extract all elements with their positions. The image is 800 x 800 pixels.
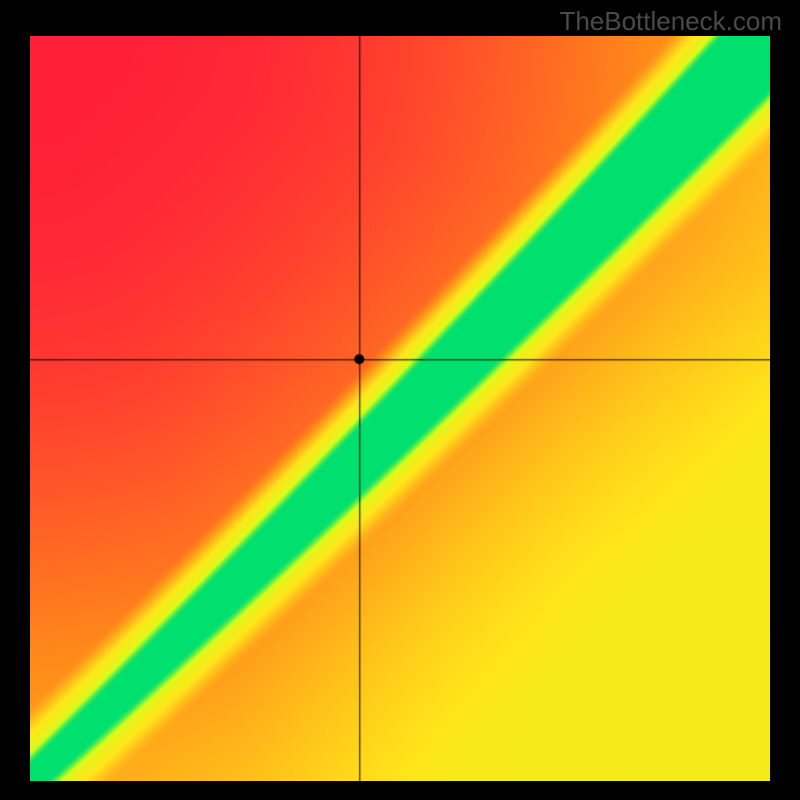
heatmap-canvas <box>30 36 770 781</box>
watermark-text: TheBottleneck.com <box>559 6 782 37</box>
heatmap-plot <box>30 36 770 781</box>
